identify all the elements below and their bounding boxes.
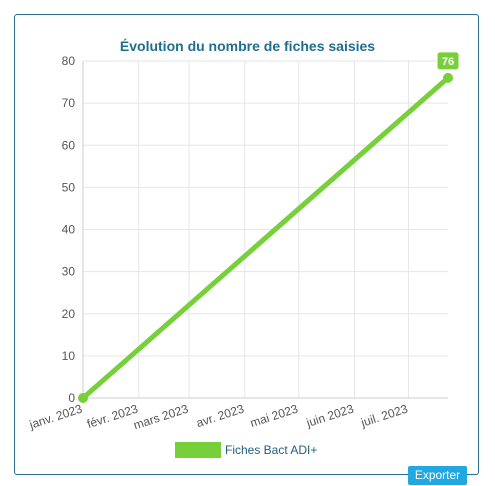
data-point xyxy=(78,393,88,403)
chart-title: Évolution du nombre de fiches saisies xyxy=(119,38,376,54)
y-tick-label: 50 xyxy=(62,180,76,194)
data-label: 76 xyxy=(436,51,460,71)
x-tick-label: mai 2023 xyxy=(248,401,300,430)
y-tick-label: 80 xyxy=(62,54,76,68)
y-tick-label: 40 xyxy=(62,223,76,237)
y-tick-label: 60 xyxy=(62,138,76,152)
y-tick-label: 20 xyxy=(62,307,76,321)
data-label-text: 76 xyxy=(442,56,454,68)
x-tick-label: juil. 2023 xyxy=(358,401,409,430)
y-tick-label: 0 xyxy=(68,391,75,405)
y-tick-label: 10 xyxy=(62,349,76,363)
legend-label: Fiches Bact ADI+ xyxy=(225,443,318,457)
export-button[interactable]: Exporter xyxy=(408,466,467,485)
y-tick-label: 70 xyxy=(62,96,76,110)
x-tick-label: janv. 2023 xyxy=(27,401,84,432)
x-tick-label: févr. 2023 xyxy=(85,401,140,431)
legend-swatch xyxy=(175,442,221,458)
data-point xyxy=(443,72,453,83)
series-line xyxy=(80,75,451,401)
y-tick-label: 30 xyxy=(62,265,76,279)
data-label-box xyxy=(436,51,460,71)
x-tick-label: avr. 2023 xyxy=(194,401,246,430)
x-tick-label: juin 2023 xyxy=(304,401,356,430)
x-tick-label: mars 2023 xyxy=(132,401,191,432)
chart-legend[interactable]: Fiches Bact ADI+ xyxy=(175,442,317,458)
